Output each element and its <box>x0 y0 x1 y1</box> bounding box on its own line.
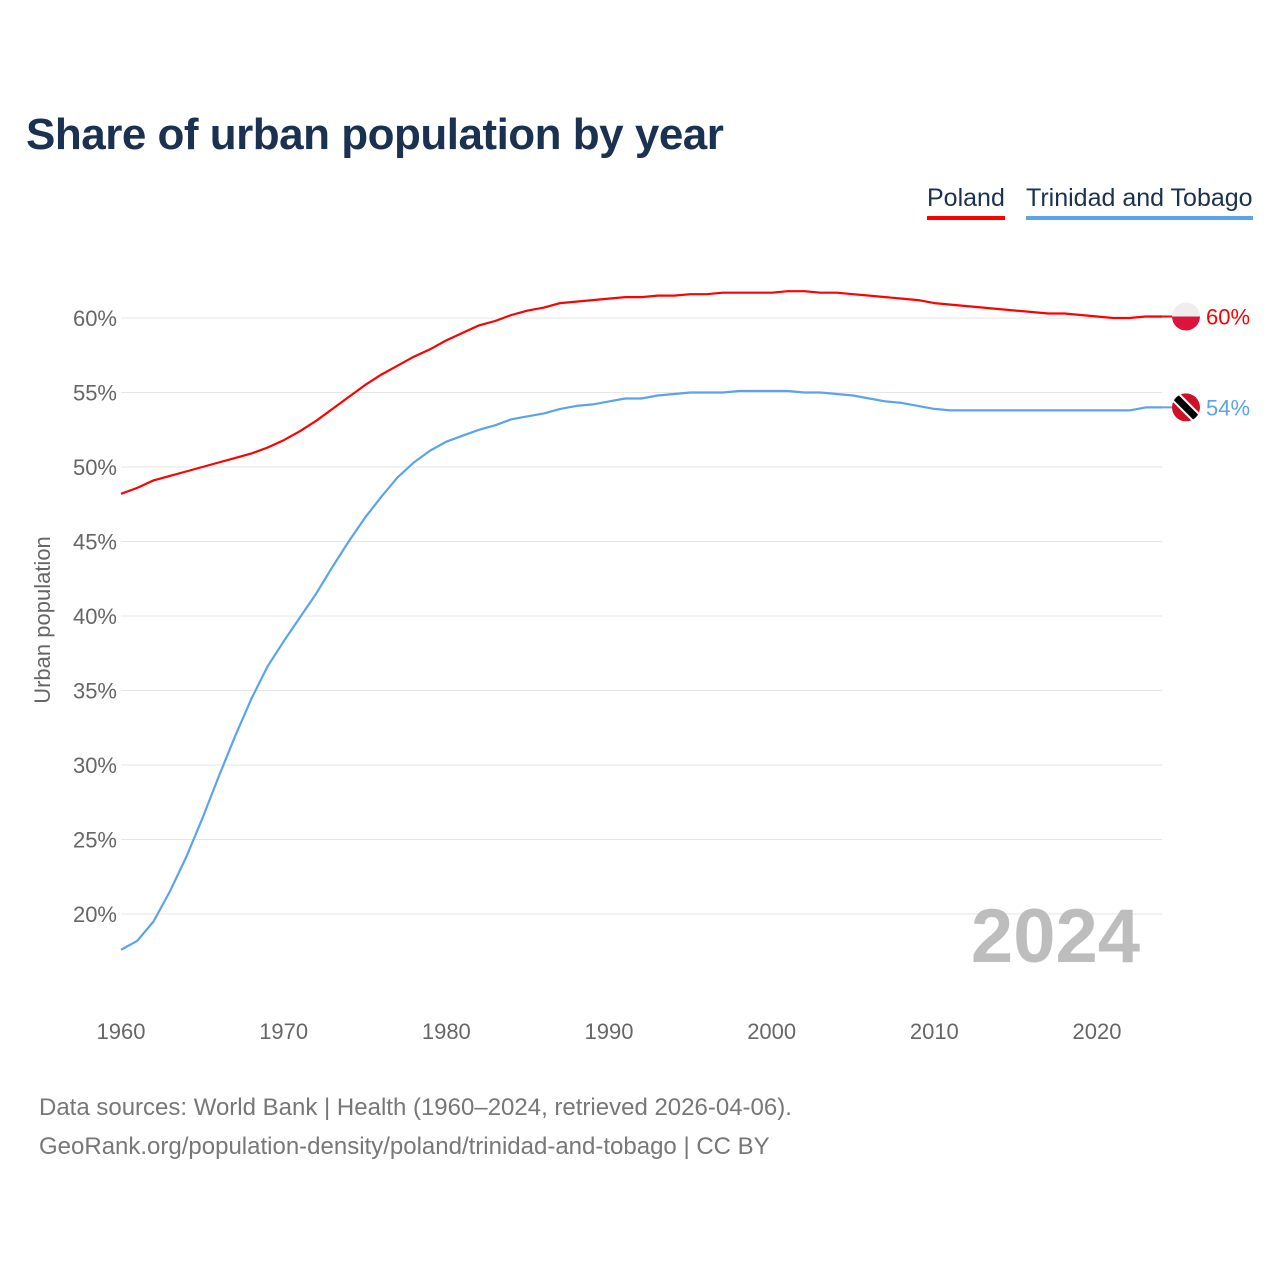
data-source-text: Data sources: World Bank | Health (1960–… <box>39 1094 792 1121</box>
x-tick-label: 1960 <box>97 1019 146 1044</box>
x-tick-label: 2020 <box>1073 1019 1122 1044</box>
y-tick-label: 25% <box>73 828 117 853</box>
year-watermark: 2024 <box>971 894 1140 979</box>
y-axis-label: Urban population <box>30 536 55 704</box>
x-tick-label: 2000 <box>747 1019 796 1044</box>
y-tick-label: 50% <box>73 455 117 480</box>
y-tick-label: 35% <box>73 679 117 704</box>
x-tick-label: 2010 <box>910 1019 959 1044</box>
y-tick-label: 30% <box>73 753 117 778</box>
poland-flag-icon <box>1172 302 1200 331</box>
x-tick-label: 1980 <box>422 1019 471 1044</box>
footer: Data sources: World Bank | Health (1960–… <box>39 1088 792 1166</box>
legend-poland[interactable]: Poland <box>927 184 1005 220</box>
x-tick-label: 1990 <box>585 1019 634 1044</box>
trinidad-and-tobago-flag-icon <box>1172 393 1200 422</box>
series-line-trinidad-and-tobago <box>120 389 1163 951</box>
x-tick-label: 1970 <box>259 1019 308 1044</box>
y-tick-label: 55% <box>73 381 117 406</box>
y-tick-label: 40% <box>73 604 117 629</box>
y-tick-label: 20% <box>73 902 117 927</box>
y-tick-label: 60% <box>73 306 117 331</box>
series-line-poland <box>120 290 1163 495</box>
end-value-label: 60% <box>1206 305 1250 330</box>
chart-title: Share of urban population by year <box>26 110 724 159</box>
end-value-label: 54% <box>1206 395 1250 420</box>
legend-trinidad-and-tobago[interactable]: Trinidad and Tobago <box>1026 184 1253 220</box>
source-url-text: GeoRank.org/population-density/poland/tr… <box>39 1133 770 1160</box>
y-tick-label: 45% <box>73 530 117 555</box>
